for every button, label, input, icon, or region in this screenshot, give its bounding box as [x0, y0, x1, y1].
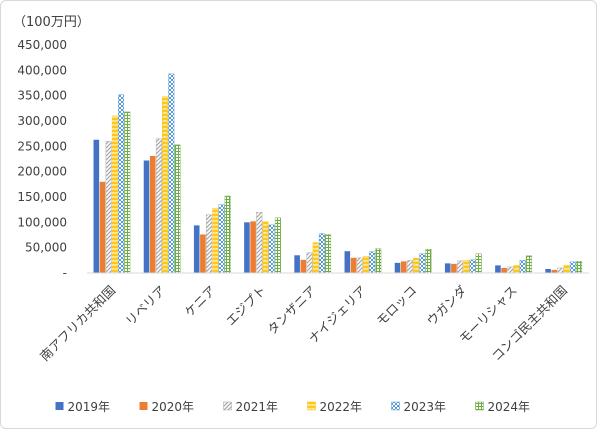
bar-9-2020年: モーリシャス 2020年: 10000 [501, 267, 507, 273]
legend-label: 2024年 [488, 400, 531, 414]
bar-9-2022年: モーリシャス 2022年: 15000 [513, 265, 520, 274]
bar-2-2019年: リベリア 2019年: 222000 [143, 160, 150, 273]
bar-10-2023年: コンゴ民主共和国 2023年: 22000 [569, 261, 576, 274]
y-tick-label: 450,000 [17, 38, 67, 52]
bar-6-2022年: ナイジェリア 2022年: 33000 [362, 256, 369, 274]
legend-label: 2023年 [404, 400, 447, 414]
legend-swatch-2024年 [475, 401, 484, 411]
bar-7-2020年: モロッコ 2020年: 23000 [400, 261, 407, 273]
bar-6-2024年: ナイジェリア 2024年: 48000 [375, 248, 382, 274]
bar-9-2019年: モーリシャス 2019年: 15000 [495, 265, 501, 273]
bar-5-2021年: タンザニア 2021年: 40000 [306, 252, 313, 274]
legend-label: 2019年 [68, 400, 111, 414]
legend-label: 2021年 [236, 400, 279, 414]
bar-2-2022年: リベリア 2022年: 348000 [162, 96, 169, 274]
bar-6-2023年: ナイジェリア 2023年: 42000 [369, 251, 376, 274]
bar-9-2024年: モーリシャス 2024年: 34000 [525, 255, 532, 274]
legend-swatch-2021年 [223, 401, 232, 411]
bar-6-2020年: ナイジェリア 2020年: 30000 [350, 257, 357, 273]
bar-4-2020年: エジプト 2020年: 102000 [250, 221, 256, 273]
bar-3-2022年: ケニア 2022年: 128000 [212, 207, 219, 274]
bar-2-2024年: リベリア 2024年: 253000 [174, 144, 181, 274]
bar-1-2019年: 南アフリカ共和国 2019年: 263000 [93, 139, 100, 273]
y-tick-label: - [63, 266, 67, 280]
x-tick-label: 南アフリカ共和国 [37, 283, 118, 364]
bar-8-2023年: ウガンダ 2023年: 26000 [469, 259, 476, 274]
bar-1-2024年: 南アフリカ共和国 2024年: 318000 [124, 111, 131, 274]
legend-swatch-2020年 [139, 402, 148, 410]
x-tick-label: ウガンダ [424, 283, 470, 329]
bar-5-2022年: タンザニア 2022年: 60000 [312, 242, 319, 274]
legend-swatch-2022年 [307, 401, 316, 411]
bar-5-2024年: タンザニア 2024年: 76000 [325, 234, 332, 274]
bar-4-2022年: エジプト 2022年: 101000 [262, 221, 269, 274]
bar-10-2022年: コンゴ民主共和国 2022年: 15000 [563, 265, 570, 274]
bar-8-2024年: ウガンダ 2024年: 38000 [475, 253, 482, 274]
bar-10-2021年: コンゴ民主共和国 2021年: 10000 [557, 267, 564, 274]
bar-9-2023年: モーリシャス 2023年: 25000 [519, 260, 526, 274]
y-tick-label: 100,000 [17, 215, 67, 229]
bar-10-2024年: コンゴ民主共和国 2024年: 23000 [576, 261, 583, 274]
y-tick-label: 50,000 [25, 241, 67, 255]
bar-8-2022年: ウガンダ 2022年: 25000 [463, 260, 470, 274]
bar-7-2022年: モロッコ 2022年: 29000 [413, 258, 420, 274]
bar-4-2019年: エジプト 2019年: 100000 [244, 222, 250, 273]
bar-4-2021年: エジプト 2021年: 120000 [256, 211, 263, 274]
bar-10-2020年: コンゴ民主共和国 2020年: 6000 [551, 269, 558, 273]
bar-1-2022年: 南アフリカ共和国 2022年: 310000 [111, 115, 118, 274]
bar-7-2019年: モロッコ 2019年: 20000 [394, 262, 401, 273]
bar-5-2020年: タンザニア 2020年: 26000 [300, 259, 307, 273]
legend-swatch-2019年 [55, 402, 64, 410]
bar-7-2023年: モロッコ 2023年: 38000 [419, 253, 426, 274]
x-tick-label: ケニア [181, 283, 218, 320]
bar-1-2020年: 南アフリカ共和国 2020年: 180000 [99, 181, 106, 273]
y-tick-label: 200,000 [17, 165, 67, 179]
bar-3-2020年: ケニア 2020年: 76000 [200, 234, 206, 273]
y-tick-label: 350,000 [17, 89, 67, 103]
bar-9-2021年: モーリシャス 2021年: 12000 [507, 266, 514, 274]
y-tick-label: 300,000 [17, 114, 67, 128]
bar-8-2020年: ウガンダ 2020年: 18000 [451, 263, 457, 273]
bar-4-2024年: エジプト 2024年: 109000 [274, 217, 281, 274]
bar-3-2024年: ケニア 2024年: 152000 [224, 195, 231, 274]
y-tick-label: 150,000 [17, 190, 67, 204]
bar-5-2023年: タンザニア 2023年: 78000 [318, 233, 325, 274]
legend-label: 2022年 [320, 400, 363, 414]
bar-2-2020年: リベリア 2020年: 231000 [149, 155, 156, 273]
bar-8-2019年: ウガンダ 2019年: 19000 [444, 263, 451, 273]
x-tick-label: モロッコ [373, 283, 419, 329]
bar-7-2024年: モロッコ 2024年: 47000 [425, 248, 432, 274]
bar-1-2021年: 南アフリカ共和国 2021年: 260000 [105, 141, 112, 274]
bar-6-2019年: ナイジェリア 2019年: 43000 [344, 251, 351, 273]
bar-4-2023年: エジプト 2023年: 95000 [268, 224, 275, 274]
y-axis-unit-label: （100万円） [13, 15, 90, 30]
bar-3-2023年: ケニア 2023年: 135000 [218, 204, 225, 274]
legend-label: 2020年 [152, 400, 195, 414]
bar-3-2021年: ケニア 2021年: 115000 [206, 214, 213, 274]
bar-10-2019年: コンゴ民主共和国 2019年: 8000 [545, 268, 551, 273]
bar-3-2019年: ケニア 2019年: 94000 [193, 225, 200, 273]
bar-2-2023年: リベリア 2023年: 393000 [168, 73, 175, 274]
bar-2-2021年: リベリア 2021年: 265000 [155, 138, 162, 274]
bar-5-2019年: タンザニア 2019年: 35000 [294, 255, 300, 273]
x-tick-label: エジプト [223, 283, 269, 329]
bar-8-2021年: ウガンダ 2021年: 24000 [457, 260, 464, 274]
legend-swatch-2023年 [391, 401, 400, 411]
bar-1-2023年: 南アフリカ共和国 2023年: 352000 [118, 94, 125, 274]
bar-6-2021年: ナイジェリア 2021年: 30000 [356, 257, 363, 274]
y-tick-label: 250,000 [17, 139, 67, 153]
bar-7-2021年: モロッコ 2021年: 25000 [406, 260, 413, 274]
x-tick-label: リベリア [122, 283, 168, 329]
y-tick-label: 400,000 [17, 63, 67, 77]
